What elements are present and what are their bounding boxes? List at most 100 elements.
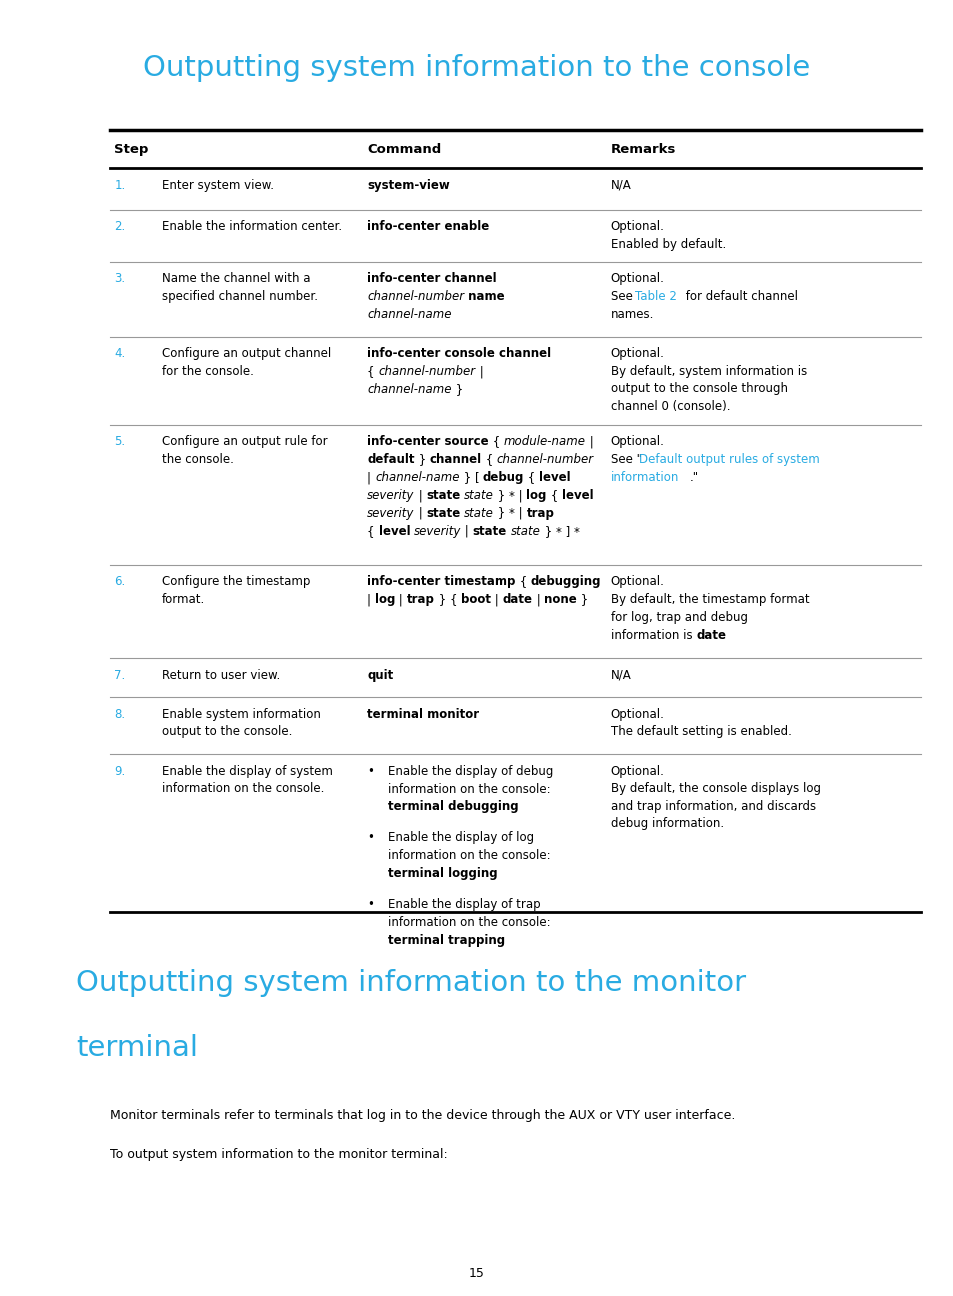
Text: Optional.
Enabled by default.: Optional. Enabled by default. (610, 220, 725, 251)
Text: trap: trap (526, 507, 554, 520)
Text: 2.: 2. (114, 220, 126, 233)
Text: .: . (720, 629, 723, 642)
Text: }: } (415, 454, 430, 467)
Text: Optional.: Optional. (610, 272, 663, 285)
Text: Monitor terminals refer to terminals that log in to the device through the AUX o: Monitor terminals refer to terminals tha… (110, 1109, 735, 1122)
Text: debugging: debugging (530, 575, 600, 588)
Text: To output system information to the monitor terminal:: To output system information to the moni… (110, 1148, 447, 1161)
Text: level: level (378, 525, 410, 538)
Text: info-center enable: info-center enable (367, 220, 489, 233)
Text: Enter system view.: Enter system view. (162, 179, 274, 192)
Text: |: | (367, 594, 375, 607)
Text: |: | (461, 525, 473, 538)
Text: Remarks: Remarks (610, 143, 676, 156)
Text: state: state (464, 489, 494, 502)
Text: names.: names. (610, 308, 653, 321)
Text: Outputting system information to the console: Outputting system information to the con… (143, 54, 810, 83)
Text: for log, trap and debug: for log, trap and debug (610, 612, 747, 625)
Text: } * |: } * | (494, 489, 526, 502)
Text: }: } (577, 594, 587, 607)
Text: channel-name: channel-name (367, 384, 452, 397)
Text: {: { (367, 525, 378, 538)
Text: date: date (502, 594, 532, 607)
Text: Enable the display of trap: Enable the display of trap (388, 898, 540, 911)
Text: Step: Step (114, 143, 149, 156)
Text: boot: boot (460, 594, 491, 607)
Text: Name the channel with a
specified channel number.: Name the channel with a specified channe… (162, 272, 318, 303)
Text: |: | (532, 594, 543, 607)
Text: terminal monitor: terminal monitor (367, 708, 479, 721)
Text: 3.: 3. (114, 272, 126, 285)
Text: state: state (510, 525, 540, 538)
Text: channel-number: channel-number (378, 365, 476, 378)
Text: {: { (546, 489, 561, 502)
Text: channel: channel (430, 454, 481, 467)
Text: severity: severity (414, 525, 461, 538)
Text: 6.: 6. (114, 575, 126, 588)
Text: Optional.
By default, the console displays log
and trap information, and discard: Optional. By default, the console displa… (610, 765, 820, 831)
Text: } * |: } * | (494, 507, 526, 520)
Text: Enable system information
output to the console.: Enable system information output to the … (162, 708, 321, 739)
Text: |: | (395, 594, 407, 607)
Text: Outputting system information to the monitor: Outputting system information to the mon… (76, 969, 745, 998)
Text: info-center source: info-center source (367, 435, 488, 448)
Text: information: information (610, 472, 679, 485)
Text: severity: severity (367, 507, 415, 520)
Text: info-center channel: info-center channel (367, 272, 497, 285)
Text: terminal trapping: terminal trapping (388, 933, 505, 946)
Text: {: { (524, 472, 538, 485)
Text: Table 2: Table 2 (635, 290, 677, 303)
Text: |: | (367, 472, 375, 485)
Text: name: name (464, 290, 504, 303)
Text: information is: information is (610, 629, 695, 642)
Text: info-center timestamp: info-center timestamp (367, 575, 516, 588)
Text: } * ] *: } * ] * (540, 525, 578, 538)
Text: {: { (488, 435, 503, 448)
Text: Return to user view.: Return to user view. (162, 669, 280, 682)
Text: state: state (473, 525, 506, 538)
Text: debug: debug (482, 472, 524, 485)
Text: system-view: system-view (367, 179, 450, 192)
Text: |: | (415, 489, 426, 502)
Text: Enable the display of log: Enable the display of log (388, 831, 534, 844)
Text: state: state (426, 489, 460, 502)
Text: 4.: 4. (114, 347, 126, 360)
Text: default: default (367, 454, 415, 467)
Text: terminal debugging: terminal debugging (388, 801, 518, 814)
Text: Optional.: Optional. (610, 575, 663, 588)
Text: terminal logging: terminal logging (388, 867, 497, 880)
Text: state: state (464, 507, 494, 520)
Text: By default, the timestamp format: By default, the timestamp format (610, 594, 808, 607)
Text: •: • (367, 831, 374, 844)
Text: channel-number: channel-number (497, 454, 594, 467)
Text: See ": See " (610, 454, 640, 467)
Text: channel-name: channel-name (375, 472, 459, 485)
Text: .": ." (689, 472, 699, 485)
Text: {: { (516, 575, 530, 588)
Text: 9.: 9. (114, 765, 126, 778)
Text: information on the console:: information on the console: (388, 916, 550, 929)
Text: info-center console channel: info-center console channel (367, 347, 551, 360)
Text: } {: } { (435, 594, 460, 607)
Text: Optional.
By default, system information is
output to the console through
channe: Optional. By default, system information… (610, 347, 806, 413)
Text: {: { (481, 454, 497, 467)
Text: level: level (538, 472, 570, 485)
Text: Enable the display of debug: Enable the display of debug (388, 765, 553, 778)
Text: |: | (585, 435, 593, 448)
Text: level: level (561, 489, 593, 502)
Text: }: } (452, 384, 462, 397)
Text: trap: trap (407, 594, 435, 607)
Text: Configure the timestamp
format.: Configure the timestamp format. (162, 575, 311, 607)
Text: 7.: 7. (114, 669, 126, 682)
Text: log: log (526, 489, 546, 502)
Text: module-name: module-name (503, 435, 585, 448)
Text: none: none (543, 594, 577, 607)
Text: |: | (491, 594, 502, 607)
Text: quit: quit (367, 669, 394, 682)
Text: |: | (476, 365, 483, 378)
Text: See: See (610, 290, 636, 303)
Text: Command: Command (367, 143, 441, 156)
Text: state: state (426, 507, 460, 520)
Text: 8.: 8. (114, 708, 126, 721)
Text: Optional.: Optional. (610, 435, 663, 448)
